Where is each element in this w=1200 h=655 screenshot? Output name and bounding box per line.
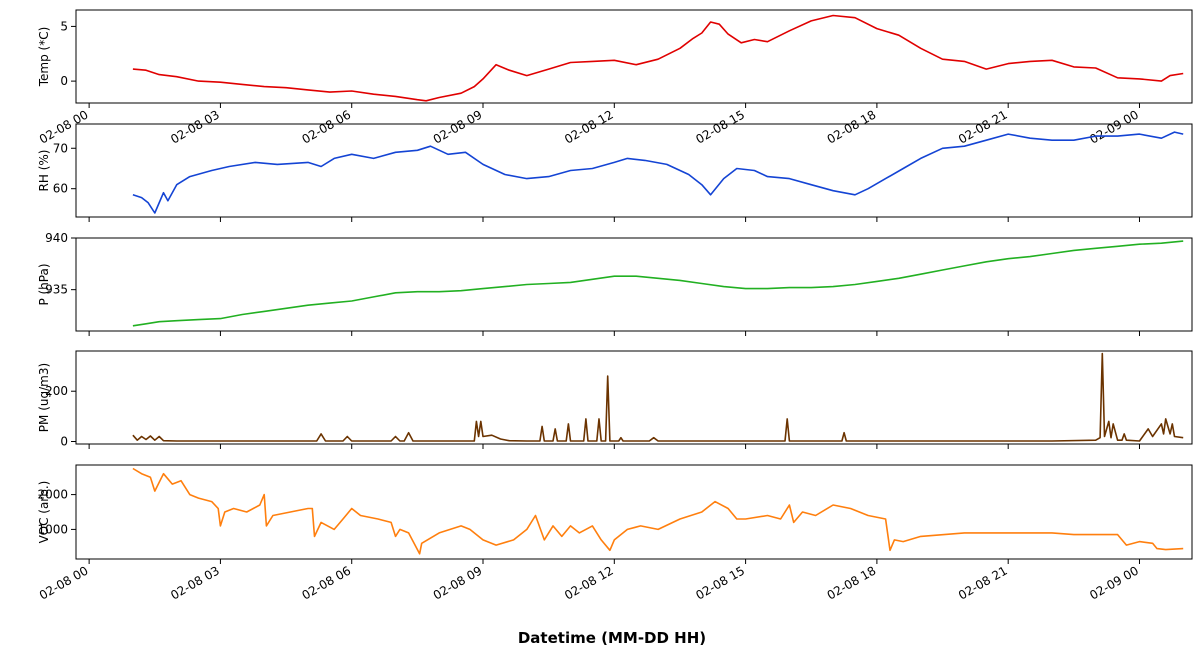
y-tick-label: 1000	[37, 522, 68, 536]
y-tick-label: 60	[53, 182, 68, 196]
x-tick-label: 02-08 09	[431, 107, 485, 146]
chart-panel-3: 935 940 P (hPa)	[37, 231, 1193, 336]
x-tick-label: 02-08 03	[168, 563, 222, 602]
x-tick-label: 02-08 18	[825, 107, 879, 146]
y-tick-label: 5	[60, 19, 68, 33]
x-tick-label: 02-08 03	[168, 107, 222, 146]
y-tick-label: 70	[53, 141, 68, 155]
x-tick-label: 02-08 12	[562, 107, 616, 146]
series-line	[132, 352, 1184, 442]
y-tick-label: 0	[60, 74, 68, 88]
plot-frame	[75, 9, 1193, 104]
y-axis-label: VOC (arb.)	[37, 481, 51, 544]
plot-frame	[75, 350, 1193, 445]
x-tick-label: 02-08 09	[431, 563, 485, 602]
y-axis-label: Temp (*C)	[37, 27, 51, 88]
x-tick-label: 02-08 21	[956, 563, 1010, 602]
x-tick-label: 02-09 00	[1087, 563, 1141, 602]
y-axis-label: PM (ug/m3)	[37, 363, 51, 432]
y-tick-label: 2000	[37, 488, 68, 502]
x-tick-label: 02-08 15	[693, 563, 747, 602]
x-axis-title: Datetime (MM-DD HH)	[518, 629, 706, 647]
y-tick-label: 200	[45, 384, 68, 398]
series-line	[132, 467, 1184, 555]
chart-panel-5: 1000 2000 02-08 00 02-08 03 02-08 06 02-08 09…	[37, 464, 1193, 603]
series-line	[132, 14, 1184, 102]
x-tick-label: 02-08 15	[693, 107, 747, 146]
y-tick-label: 935	[45, 283, 68, 297]
y-tick-label: 940	[45, 231, 68, 245]
x-tick-label: 02-08 00	[37, 563, 91, 602]
x-tick-label: 02-08 18	[825, 563, 879, 602]
series-line	[132, 131, 1184, 214]
y-axis-label: RH (%)	[37, 150, 51, 192]
x-tick-label: 02-09 00	[1087, 107, 1141, 146]
x-tick-label: 02-08 06	[299, 563, 353, 602]
series-line	[132, 240, 1184, 327]
plot-frame	[75, 464, 1193, 560]
x-tick-label: 02-08 12	[562, 563, 616, 602]
plot-frame	[75, 123, 1193, 218]
plot-frame	[75, 237, 1193, 332]
x-tick-label: 02-08 06	[299, 107, 353, 146]
y-tick-label: 0	[60, 434, 68, 448]
y-axis-label: P (hPa)	[37, 263, 51, 305]
